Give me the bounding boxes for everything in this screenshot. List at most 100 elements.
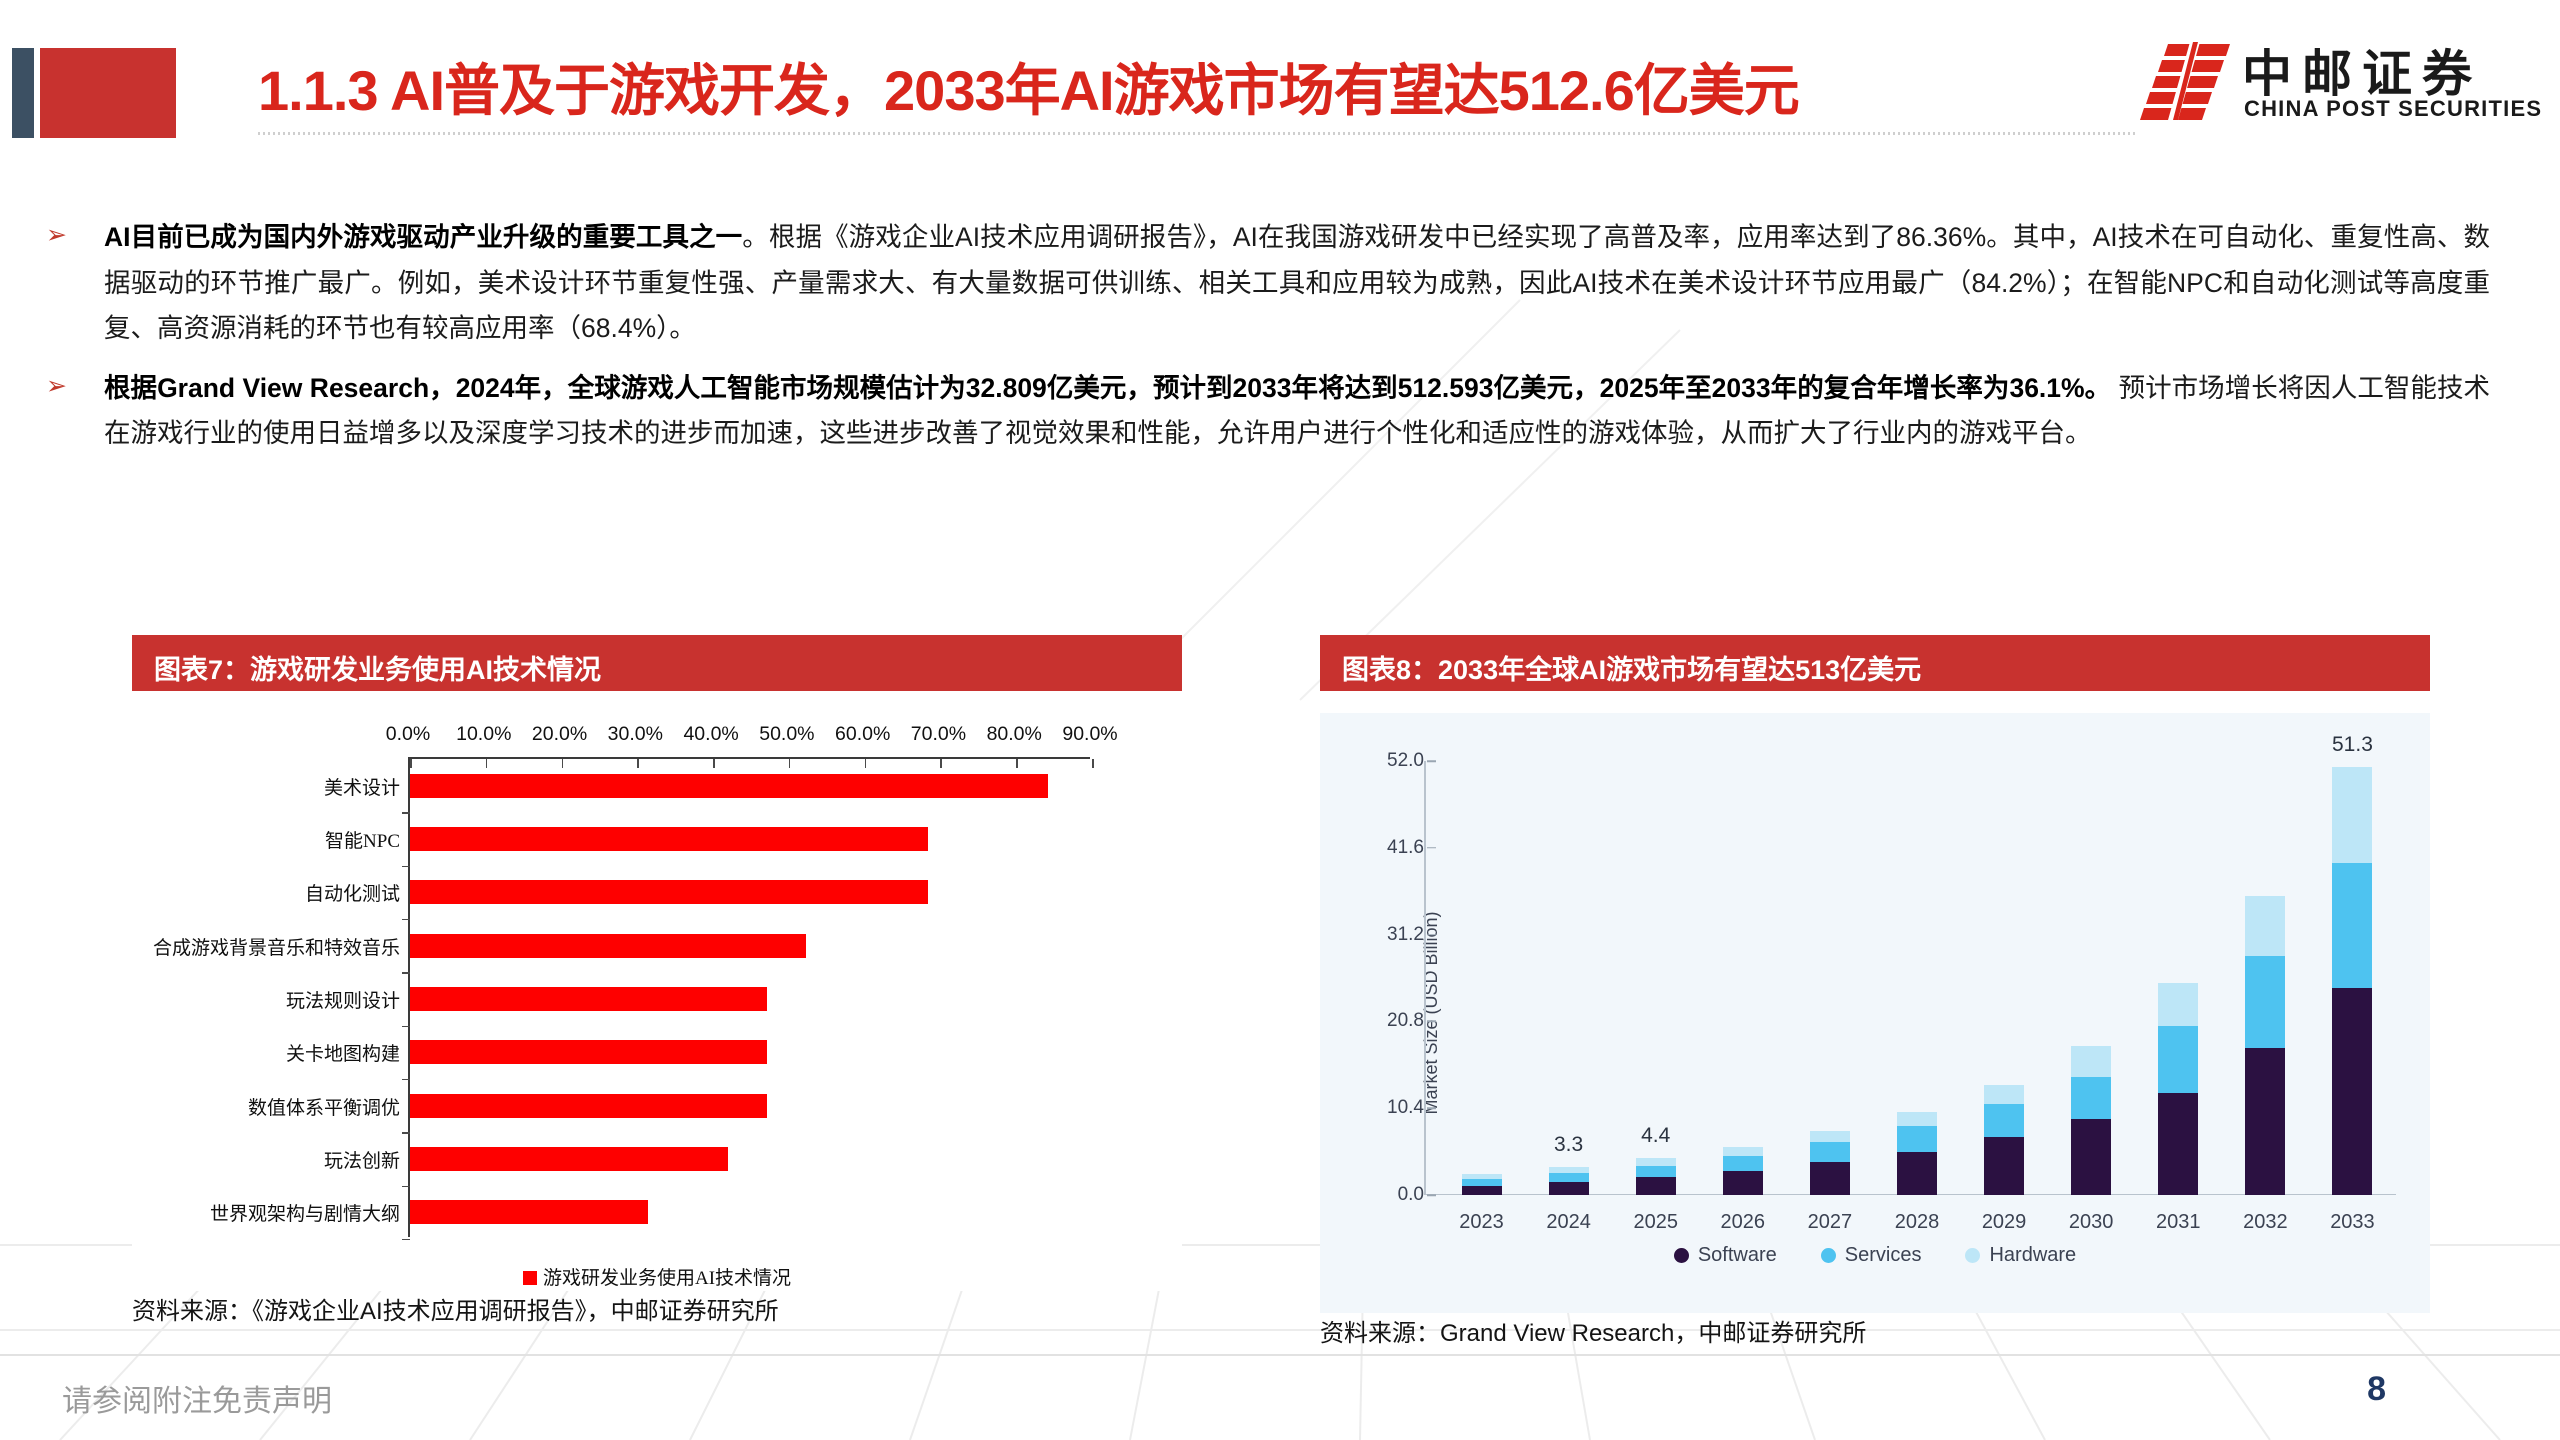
chart8-x-tick-label: 2025 [1633, 1211, 1678, 1233]
chart7-y-tick-mark [402, 1238, 410, 1241]
chart7-bar [410, 1093, 767, 1118]
chart8-legend-label: Services [1844, 1244, 1922, 1266]
chart8-data-label: 51.3 [2332, 732, 2373, 756]
chart8-x-tick-label: 2029 [1981, 1211, 2027, 1233]
chart8-y-axis-line [1424, 761, 1426, 1195]
chart8-legend-dot [1673, 1248, 1689, 1263]
chart7-bar [410, 773, 1049, 798]
chart7-tick-mark [1016, 759, 1018, 768]
chart8-legend-item: Hardware [1965, 1244, 2076, 1267]
chart7-bar [410, 1200, 648, 1225]
exhibit-8: 图表8：2033年全球AI游戏市场有望达513亿美元 Market Size (… [1320, 635, 2430, 1348]
chart8-x-tick-label: 2027 [1807, 1211, 1853, 1233]
chart7-y-tick-mark [402, 1185, 410, 1188]
chart7-category-label: 玩法规则设计 [285, 991, 400, 1012]
chart8-segment-hardware [2158, 983, 2199, 1026]
chart7-x-tick: 10.0% [456, 723, 512, 745]
chart7-y-tick-mark [402, 865, 410, 868]
chart8-segment-services [1635, 1165, 1676, 1177]
chart7-bar [410, 880, 929, 905]
chart7-bar [410, 987, 767, 1011]
chart8-y-tick-label: 10.4 [1387, 1097, 1424, 1119]
paragraph-1-rest: 。根据《游戏企业AI技术应用调研报告》，AI在我国游戏研发中已经实现了高普及率，… [104, 222, 2490, 344]
chart8-segment-software [2332, 988, 2373, 1195]
chart8-segment-software [1461, 1185, 1502, 1195]
chart8-segment-services [2158, 1025, 2199, 1094]
chart7-y-tick-mark [402, 1078, 410, 1081]
chart8-x-tick-label: 2028 [1894, 1211, 1940, 1233]
chart8-column: 2032 [2243, 896, 2288, 1233]
chart7-x-tick: 30.0% [607, 723, 663, 745]
body-content: ➢ AI目前已成为国内外游戏驱动产业升级的重要工具之一。根据《游戏企业AI技术应… [0, 215, 2560, 471]
chart8-y-tick-mark [1427, 847, 1436, 849]
chart8-column: 2024 3.3 [1546, 1133, 1591, 1233]
chart8-column: 2026 [1721, 1146, 1765, 1233]
exhibit-8-source: 资料来源：Grand View Research，中邮证券研究所 [1320, 1320, 1867, 1347]
paragraph-2: 根据Grand View Research，2024年，全球游戏人工智能市场规模… [104, 366, 2560, 457]
chart7-legend-label: 游戏研发业务使用AI技术情况 [542, 1268, 792, 1289]
chart8-segment-services [1896, 1125, 1938, 1152]
slide-footer: 请参阅附注免责声明 8 [0, 1344, 2560, 1440]
chart8-segment-services [1984, 1104, 2025, 1137]
chart7-tick-mark [637, 759, 639, 768]
chart7-x-tick: 40.0% [683, 723, 739, 745]
chart8-segment-software [1984, 1136, 2025, 1195]
chart8-segment-software [2071, 1119, 2112, 1195]
header-divider [258, 132, 2138, 135]
paragraph-2-rest: 预计市场增长将因人工智能技术在游戏行业的使用日益增多以及深度学习技术的进步而加速… [104, 372, 2490, 449]
chart8-column: 2033 51.3 [2330, 733, 2375, 1233]
chart8-segment-hardware [1809, 1130, 1850, 1143]
chart7-y-tick-mark [402, 812, 410, 814]
chart8-segment-services [1548, 1173, 1589, 1182]
chart8-segment-software [1809, 1162, 1850, 1195]
chart8-data-label: 3.3 [1554, 1133, 1584, 1157]
chart8-segment-hardware [2071, 1045, 2112, 1077]
page-number: 8 [2367, 1370, 2386, 1408]
paragraph-1: AI目前已成为国内外游戏驱动产业升级的重要工具之一。根据《游戏企业AI技术应用调… [104, 215, 2560, 352]
bullet-item-2: ➢ 根据Grand View Research，2024年，全球游戏人工智能市场… [0, 366, 2560, 457]
chart8-segment-hardware [2332, 766, 2373, 863]
exhibit-8-heading: 图表8：2033年全球AI游戏市场有望达513亿美元 [1320, 635, 2430, 691]
chart7-tick-mark [788, 759, 791, 768]
chart8-y-tick-label: 0.0 [1397, 1184, 1424, 1205]
chart8-segment-software [1548, 1181, 1589, 1195]
chart8-legend: Software Services Hardware [1320, 1244, 2430, 1267]
chart7-x-tick: 50.0% [759, 723, 815, 745]
bullet-arrow-icon: ➢ [46, 221, 67, 249]
chart7-category-label: 美术设计 [323, 777, 400, 799]
china-post-logo-icon [2140, 42, 2230, 120]
chart7-category-label: 自动化测试 [304, 884, 400, 906]
chart8-x-tick-label: 2023 [1459, 1211, 1504, 1233]
chart8-segment-hardware [1984, 1084, 2025, 1105]
chart7-x-tick: 70.0% [910, 723, 967, 745]
chart7-category-label: 世界观架构与剧情大纲 [209, 1204, 400, 1226]
chart8-column: 2031 [2156, 983, 2201, 1233]
header-accent-bar-dark [12, 48, 34, 138]
chart8-y-tick-label: 52.0 [1387, 750, 1424, 771]
chart8-legend-item: Software [1673, 1244, 1777, 1267]
chart7-tick-mark [940, 759, 942, 768]
chart7-tick-mark [1092, 759, 1094, 768]
chart7-category-label: 数值体系平衡调优 [247, 1097, 400, 1119]
chart8-x-tick-label: 2031 [2156, 1211, 2201, 1233]
chart8-plot-area: 0.0 10.4 20.8 31.2 41.6 52.0 2023 2024 3.3 2025 4… [1387, 733, 2396, 1233]
chart8-segment-hardware [2245, 896, 2286, 957]
chart8-column: 2029 [1982, 1084, 2026, 1233]
chart-game-dev-ai-usage: 0.0% 10.0% 20.0% 30.0% 40.0% 50.0% 60.0% 70.0% 8… [132, 691, 1182, 1291]
chart8-column: 2025 4.4 [1633, 1124, 1678, 1233]
chart8-column: 2023 [1459, 1174, 1504, 1233]
chart8-y-tick-label: 31.2 [1387, 923, 1424, 945]
logo-text-en: CHINA POST SECURITIES [2244, 96, 2543, 121]
header-accent-bar-red [40, 48, 176, 138]
chart8-segment-software [1896, 1151, 1938, 1195]
chart7-category-label: 关卡地图构建 [285, 1044, 400, 1066]
slide-header: 1.1.3 AI普及于游戏开发，2033年AI游戏市场有望达512.6亿美元 中… [0, 0, 2560, 150]
chart8-data-label: 4.4 [1641, 1124, 1671, 1148]
chart7-tick-mark [713, 759, 715, 768]
chart8-segment-hardware [1548, 1167, 1589, 1174]
chart8-y-axis-ticks: 0.0 10.4 20.8 31.2 41.6 52.0 [1387, 750, 2396, 1205]
chart7-x-axis-ticks: 0.0% 10.0% 20.0% 30.0% 40.0% 50.0% 60.0% 70.0% 8… [386, 723, 1118, 749]
page-title: 1.1.3 AI普及于游戏开发，2033年AI游戏市场有望达512.6亿美元 [258, 59, 1800, 122]
chart7-tick-marks [410, 759, 1094, 1237]
chart7-category-label: 合成游戏背景音乐和特效音乐 [152, 937, 400, 959]
